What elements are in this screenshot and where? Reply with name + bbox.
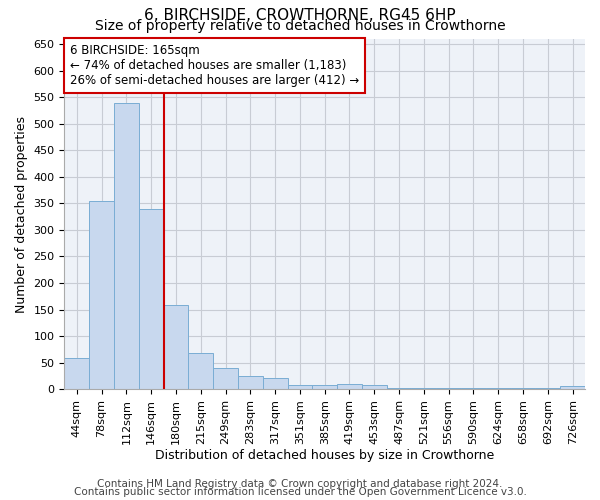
Bar [337, 384, 362, 389]
Bar [188, 353, 213, 389]
Text: Contains public sector information licensed under the Open Government Licence v3: Contains public sector information licen… [74, 487, 526, 497]
Bar [362, 385, 386, 389]
Bar [114, 102, 139, 389]
Bar [560, 386, 585, 389]
Bar [263, 378, 287, 389]
Bar [486, 388, 511, 389]
Text: 6 BIRCHSIDE: 165sqm
← 74% of detached houses are smaller (1,183)
26% of semi-det: 6 BIRCHSIDE: 165sqm ← 74% of detached ho… [70, 44, 359, 88]
Text: Size of property relative to detached houses in Crowthorne: Size of property relative to detached ho… [95, 19, 505, 33]
Bar [287, 385, 313, 389]
X-axis label: Distribution of detached houses by size in Crowthorne: Distribution of detached houses by size … [155, 450, 494, 462]
Bar [139, 208, 164, 389]
Bar [313, 385, 337, 389]
Text: 6, BIRCHSIDE, CROWTHORNE, RG45 6HP: 6, BIRCHSIDE, CROWTHORNE, RG45 6HP [144, 8, 456, 22]
Bar [64, 358, 89, 389]
Bar [386, 388, 412, 389]
Bar [238, 376, 263, 389]
Bar [461, 388, 486, 389]
Y-axis label: Number of detached properties: Number of detached properties [15, 116, 28, 312]
Bar [164, 306, 188, 389]
Bar [213, 368, 238, 389]
Bar [412, 388, 436, 389]
Bar [535, 388, 560, 389]
Bar [436, 388, 461, 389]
Bar [511, 388, 535, 389]
Bar [89, 201, 114, 389]
Text: Contains HM Land Registry data © Crown copyright and database right 2024.: Contains HM Land Registry data © Crown c… [97, 479, 503, 489]
